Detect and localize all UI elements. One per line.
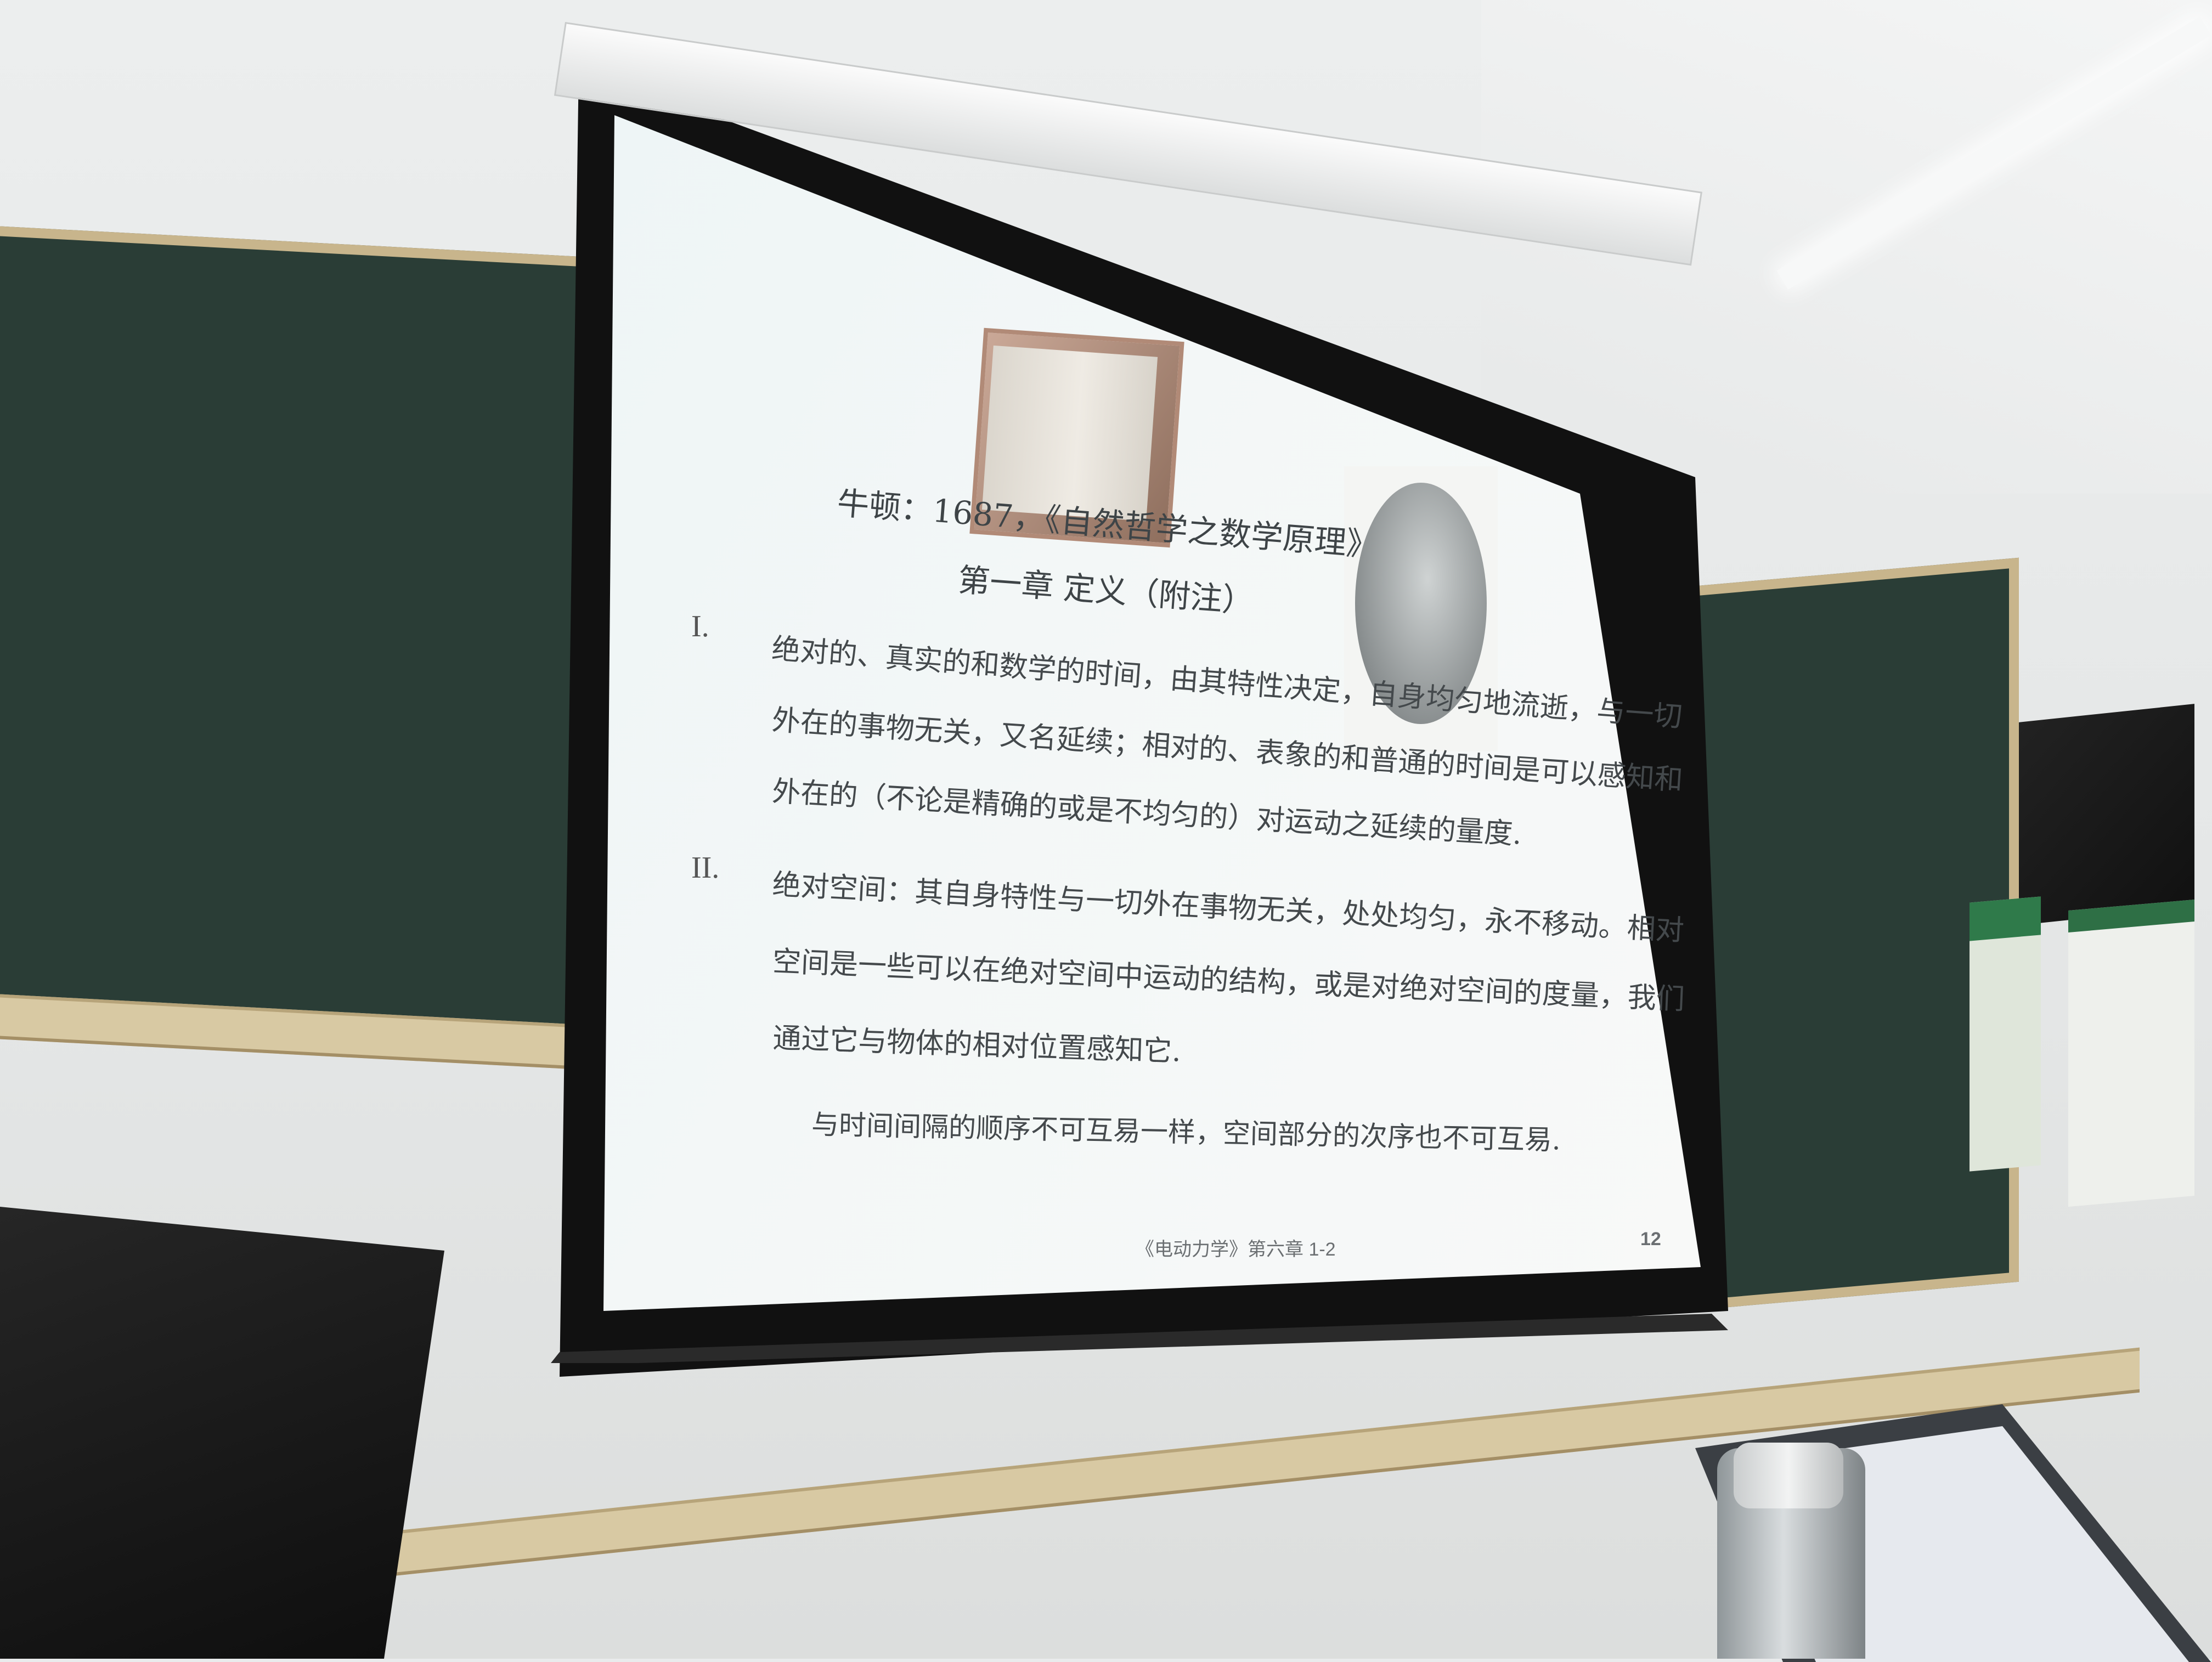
slide-closing-line: 与时间间隔的顺序不可互易一样，空间部分的次序也不可互易. — [811, 1108, 1561, 1156]
slide-page-number: 12 — [1640, 1229, 1661, 1250]
section-2-line-1: 绝对空间：其自身特性与一切外在事物无关，处处均匀，永不移动。相对 — [771, 868, 1685, 948]
slide-subtitle: 第一章 定义（附注） — [957, 561, 1256, 620]
podium-monitor — [0, 1207, 444, 1659]
section-2-line-2: 空间是一些可以在绝对空间中运动的结构，或是对绝对空间的度量，我们 — [771, 945, 1686, 1016]
newton-portrait-bust — [1355, 483, 1487, 724]
wall-speaker — [2019, 704, 2194, 925]
section-2-number: II. — [691, 851, 720, 885]
section-1-number: I. — [691, 609, 709, 643]
chalkboard-left — [0, 225, 587, 1036]
wall-poster-green — [1970, 896, 2041, 1172]
slide-footer-course: 《电动力学》第六章 1-2 — [1136, 1239, 1336, 1260]
water-bottle-cap — [1734, 1443, 1843, 1508]
section-1-line-3: 外在的（不论是精确的或是不均匀的）对运动之延续的量度. — [771, 775, 1523, 851]
section-2-line-3: 通过它与物体的相对位置感知它. — [772, 1021, 1182, 1069]
slide-content: 牛顿：1687，《自然哲学之数学原理》 第一章 定义（附注） I. 绝对的、真实… — [603, 115, 1706, 1311]
wall-poster — [2068, 899, 2194, 1207]
